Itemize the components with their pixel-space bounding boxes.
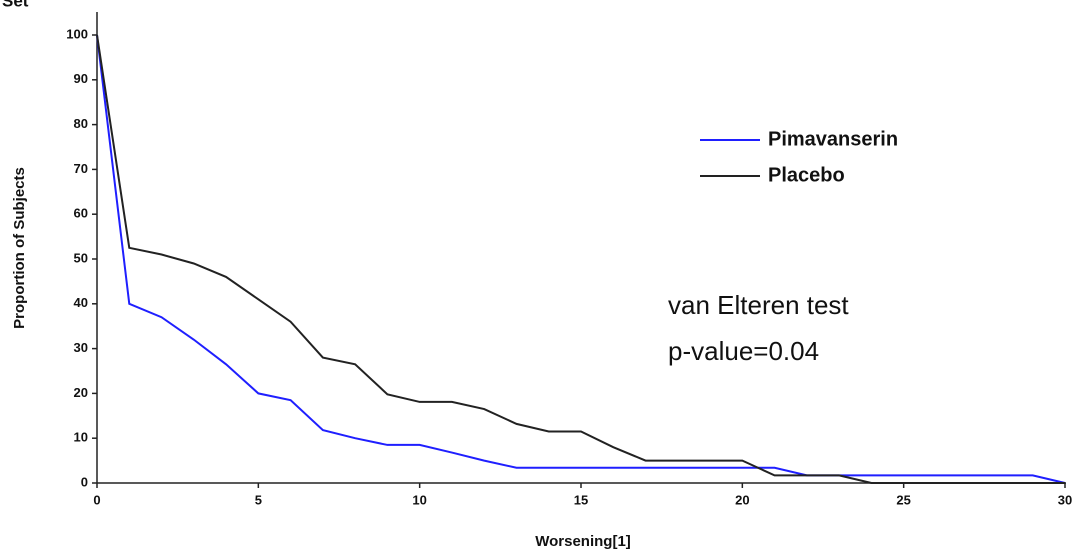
x-tick-label: 20 xyxy=(735,492,749,507)
y-tick-label: 30 xyxy=(74,340,88,355)
x-tick-label: 25 xyxy=(896,492,910,507)
annotation: van Elteren test xyxy=(668,290,849,320)
y-tick-label: 60 xyxy=(74,206,88,221)
y-tick-label: 100 xyxy=(66,26,88,41)
x-tick-label: 30 xyxy=(1058,492,1072,507)
y-axis-title: Proportion of Subjects xyxy=(11,167,28,329)
series-line xyxy=(96,34,1065,484)
x-tick-label: 15 xyxy=(574,492,588,507)
legend-label: Placebo xyxy=(768,164,845,186)
y-tick-label: 20 xyxy=(74,385,88,400)
y-tick-label: 70 xyxy=(74,161,88,176)
x-tick-label: 10 xyxy=(412,492,426,507)
y-tick-label: 50 xyxy=(74,250,88,265)
x-tick-label: 0 xyxy=(93,492,100,507)
y-tick-label: 0 xyxy=(81,474,88,489)
chart-title: Set xyxy=(2,0,29,10)
annotation: p-value=0.04 xyxy=(668,336,819,366)
x-tick-label: 5 xyxy=(255,492,262,507)
x-axis-title: Worsening[1] xyxy=(535,533,631,550)
series-line xyxy=(96,34,1066,484)
y-tick-label: 80 xyxy=(74,116,88,131)
y-tick-label: 10 xyxy=(74,430,88,445)
legend-label: Pimavanserin xyxy=(768,128,898,150)
y-tick-label: 90 xyxy=(74,71,88,86)
y-tick-label: 40 xyxy=(74,295,88,310)
